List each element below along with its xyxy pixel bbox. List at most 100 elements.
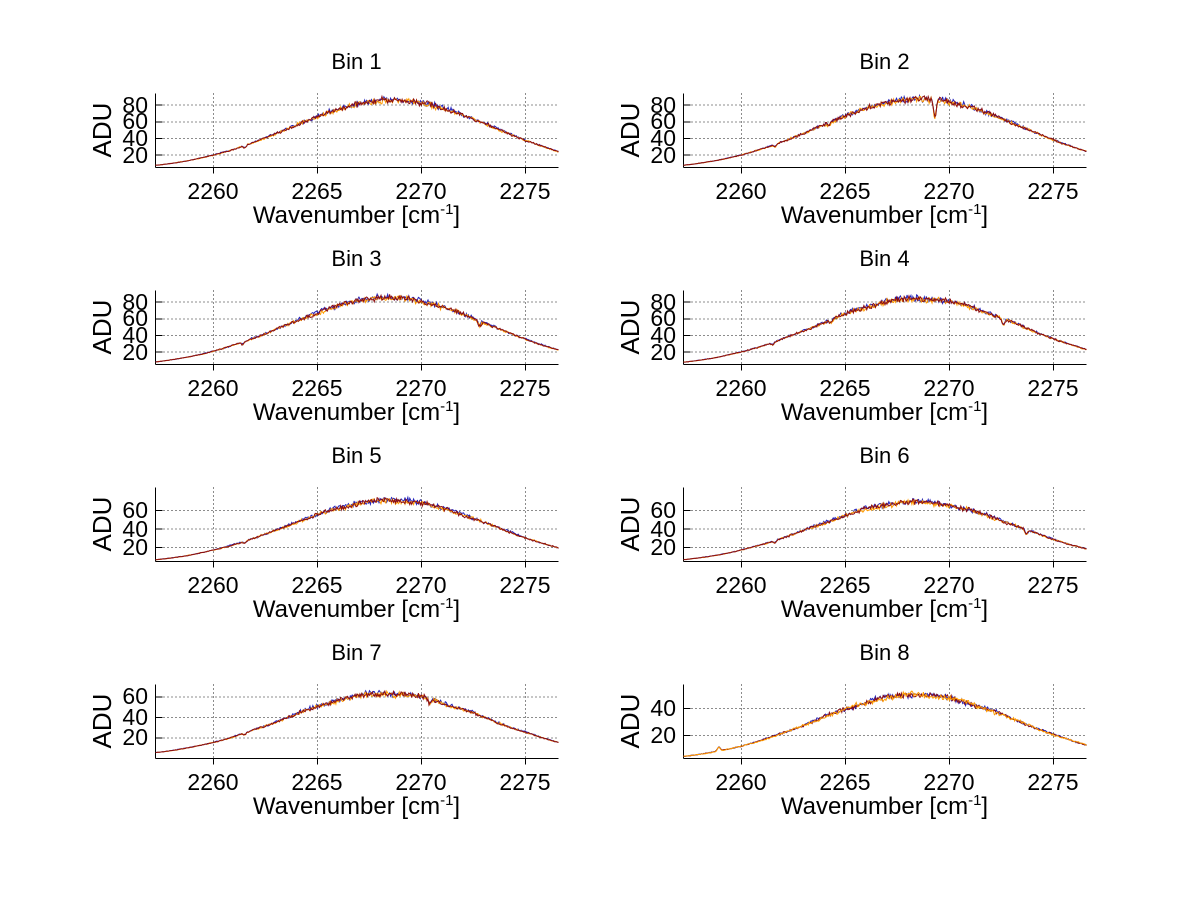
x-tick-label: 2270 xyxy=(395,178,447,204)
y-tick-label: 20 xyxy=(650,534,676,560)
x-tick-label: 2275 xyxy=(499,375,551,401)
y-tick-label: 40 xyxy=(650,322,676,348)
x-axis-label-superscript: -1 xyxy=(968,792,982,809)
y-axis-label: ADU xyxy=(615,693,645,749)
x-tick-label: 2270 xyxy=(923,375,975,401)
y-tick-label: 60 xyxy=(122,305,148,331)
x-tick-label: 2260 xyxy=(187,769,239,795)
x-axis-label-prefix: Wavenumber [cm xyxy=(252,596,441,623)
y-tick-label: 40 xyxy=(122,322,148,348)
x-axis-label-superscript: -1 xyxy=(440,595,454,612)
x-tick-label: 2265 xyxy=(819,178,871,204)
x-tick-label: 2270 xyxy=(395,769,447,795)
y-tick-label: 20 xyxy=(122,534,148,560)
run-darkred-spectrum-line xyxy=(155,496,559,561)
x-axis-label-suffix: ] xyxy=(981,202,989,229)
y-tick-label: 40 xyxy=(650,125,676,151)
x-axis-label-superscript: -1 xyxy=(440,398,454,415)
plot-title: Bin 4 xyxy=(859,246,910,271)
y-tick-label: 40 xyxy=(122,125,148,151)
x-tick-label: 2275 xyxy=(1027,178,1079,204)
x-tick-label: 2265 xyxy=(291,178,343,204)
x-axis-label-prefix: Wavenumber [cm xyxy=(252,399,441,426)
y-tick-label: 20 xyxy=(650,722,676,748)
run-darkred-spectrum-line xyxy=(683,294,1087,363)
x-tick-label: 2260 xyxy=(187,572,239,598)
run-darkred-spectrum-line xyxy=(683,498,1087,561)
plot-title: Bin 8 xyxy=(859,640,910,665)
plot-area-bin-2 xyxy=(683,93,1087,174)
plot-title: Bin 1 xyxy=(331,49,382,74)
x-axis-label-suffix: ] xyxy=(453,202,461,229)
run-blue-spectrum-line xyxy=(155,689,559,753)
x-tick-label: 2260 xyxy=(187,178,239,204)
x-axis-label-suffix: ] xyxy=(981,596,989,623)
run-orange-spectrum-line xyxy=(683,95,1087,166)
run-orange-spectrum-line xyxy=(683,690,1087,757)
x-tick-label: 2265 xyxy=(291,375,343,401)
x-tick-label: 2275 xyxy=(1027,375,1079,401)
x-axis-label-prefix: Wavenumber [cm xyxy=(780,793,969,820)
x-axis-label: Wavenumber [cm-1] xyxy=(155,595,558,624)
plot-title: Bin 5 xyxy=(331,443,382,468)
x-tick-label: 2260 xyxy=(715,178,767,204)
y-tick-label: 60 xyxy=(122,683,148,709)
x-tick-label: 2275 xyxy=(1027,572,1079,598)
x-axis-label-prefix: Wavenumber [cm xyxy=(780,399,969,426)
y-tick-label: 80 xyxy=(650,92,676,118)
x-axis-label-suffix: ] xyxy=(981,793,989,820)
x-axis-label: Wavenumber [cm-1] xyxy=(155,398,558,427)
x-axis-label-suffix: ] xyxy=(453,793,461,820)
x-tick-label: 2270 xyxy=(395,375,447,401)
y-tick-label: 60 xyxy=(650,108,676,134)
y-tick-label: 60 xyxy=(122,497,148,523)
y-tick-label: 20 xyxy=(650,142,676,168)
x-tick-label: 2265 xyxy=(291,572,343,598)
x-tick-label: 2270 xyxy=(923,572,975,598)
x-axis-label-suffix: ] xyxy=(453,399,461,426)
x-axis-label-superscript: -1 xyxy=(968,201,982,218)
plot-area-bin-5 xyxy=(155,487,559,568)
y-tick-label: 40 xyxy=(650,695,676,721)
x-tick-label: 2275 xyxy=(499,178,551,204)
plot-area-bin-3 xyxy=(155,290,559,371)
x-axis-label-prefix: Wavenumber [cm xyxy=(252,202,441,229)
x-tick-label: 2275 xyxy=(1027,769,1079,795)
x-axis-label-superscript: -1 xyxy=(968,398,982,415)
x-tick-label: 2275 xyxy=(499,769,551,795)
y-tick-label: 80 xyxy=(122,92,148,118)
y-tick-label: 40 xyxy=(650,516,676,542)
x-axis-label: Wavenumber [cm-1] xyxy=(155,201,558,230)
y-tick-label: 20 xyxy=(122,724,148,750)
x-axis-label-suffix: ] xyxy=(981,399,989,426)
x-tick-label: 2265 xyxy=(819,375,871,401)
x-tick-label: 2265 xyxy=(819,572,871,598)
y-tick-label: 20 xyxy=(122,339,148,365)
x-axis-label-prefix: Wavenumber [cm xyxy=(252,793,441,820)
y-tick-label: 60 xyxy=(122,108,148,134)
x-axis-label: Wavenumber [cm-1] xyxy=(683,201,1086,230)
run-darkred-spectrum-line xyxy=(155,689,559,753)
x-tick-label: 2260 xyxy=(715,375,767,401)
x-tick-label: 2260 xyxy=(187,375,239,401)
y-tick-label: 60 xyxy=(650,305,676,331)
y-tick-label: 20 xyxy=(650,339,676,365)
x-tick-label: 2275 xyxy=(499,572,551,598)
y-tick-label: 80 xyxy=(650,289,676,315)
x-tick-label: 2270 xyxy=(395,572,447,598)
x-tick-label: 2260 xyxy=(715,769,767,795)
y-tick-label: 40 xyxy=(122,516,148,542)
y-tick-label: 60 xyxy=(650,497,676,523)
x-tick-label: 2270 xyxy=(923,769,975,795)
run-darkred-spectrum-line xyxy=(683,94,1087,166)
plot-title: Bin 3 xyxy=(331,246,382,271)
x-axis-label-superscript: -1 xyxy=(968,595,982,612)
x-axis-label-prefix: Wavenumber [cm xyxy=(780,596,969,623)
x-tick-label: 2265 xyxy=(819,769,871,795)
x-tick-label: 2270 xyxy=(923,178,975,204)
y-tick-label: 40 xyxy=(122,704,148,730)
x-axis-label: Wavenumber [cm-1] xyxy=(683,792,1086,821)
plot-area-bin-8 xyxy=(683,684,1087,765)
x-axis-label-superscript: -1 xyxy=(440,201,454,218)
y-tick-label: 20 xyxy=(122,142,148,168)
